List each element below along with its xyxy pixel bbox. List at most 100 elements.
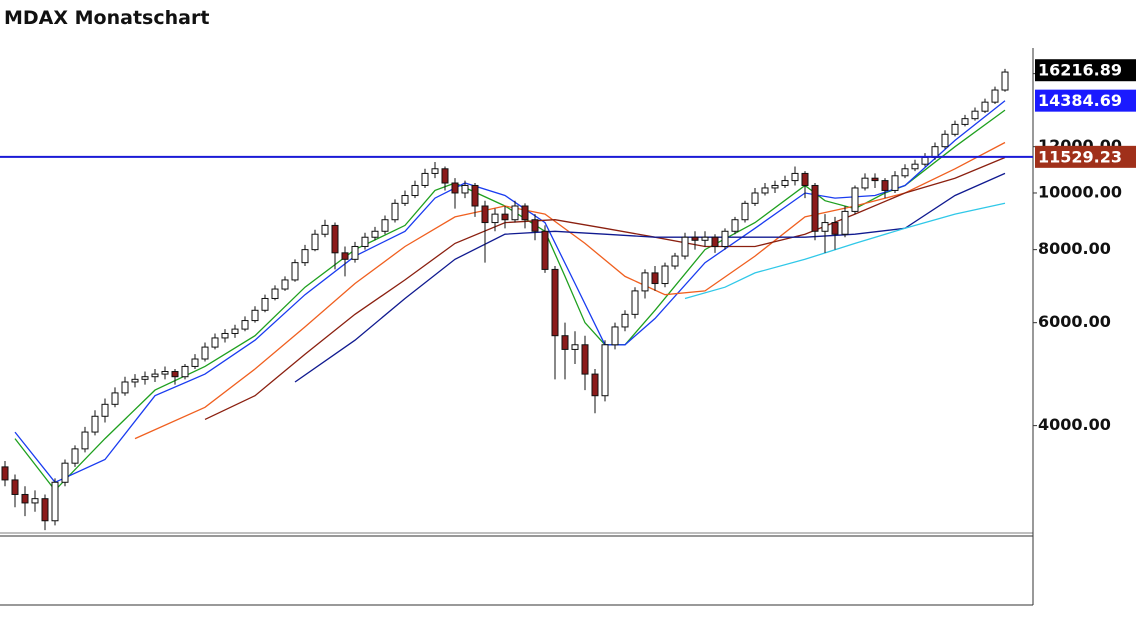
candle-body (731, 219, 739, 232)
candle-body (271, 288, 279, 299)
candle-body (101, 403, 109, 417)
price-label-box (1035, 145, 1136, 168)
candle-body (321, 224, 329, 235)
candle-body (121, 381, 129, 394)
candle-body (981, 101, 989, 112)
candle-body (721, 230, 729, 247)
price-label-box (1035, 59, 1136, 82)
candle-body (231, 328, 239, 334)
price-label: 11529.23 (1038, 147, 1122, 166)
candle-body (791, 172, 799, 182)
price-label-box (1035, 89, 1136, 112)
candle-body (131, 378, 139, 383)
candle-body (91, 415, 99, 433)
candle-body (961, 118, 969, 125)
candle-body (841, 210, 849, 235)
candle-body (291, 262, 299, 281)
candle-body (141, 376, 149, 380)
candle-body (821, 222, 829, 232)
candle-body (601, 344, 609, 397)
candle-body (781, 180, 789, 186)
candle-body (881, 180, 889, 191)
candle-body (971, 110, 979, 120)
candle-body (591, 373, 599, 397)
candle-body (861, 177, 869, 189)
candle-body (951, 123, 959, 135)
candle-body (551, 268, 559, 337)
candle-body (31, 498, 39, 504)
candle-body (381, 219, 389, 232)
candle-body (851, 187, 859, 212)
candle-body (561, 335, 569, 350)
candle-body (431, 168, 439, 174)
candle-body (761, 187, 769, 194)
candle-body (211, 337, 219, 348)
candle-body (251, 309, 259, 322)
candle-body (361, 236, 369, 247)
candle-body (631, 290, 639, 315)
candle-body (221, 332, 229, 339)
candle-body (901, 168, 909, 177)
candle-body (661, 265, 669, 285)
candle-body (331, 224, 339, 254)
candle-body (151, 373, 159, 378)
candle-body (11, 479, 19, 495)
candle-body (371, 230, 379, 238)
candle-body (621, 313, 629, 328)
candle-body (201, 346, 209, 360)
candle-body (911, 163, 919, 170)
y-tick-label: 4000.00 (1038, 415, 1111, 434)
moving-average-line (14, 100, 1006, 484)
candle-body (411, 184, 419, 197)
price-label: 14384.69 (1038, 91, 1122, 110)
candle-body (481, 205, 489, 224)
y-tick-label: 8000.00 (1038, 239, 1111, 258)
candle-body (501, 213, 509, 221)
candle-body (831, 222, 839, 235)
candle-body (541, 230, 549, 270)
candle-body (741, 202, 749, 221)
candle-body (571, 344, 579, 350)
candle-body (491, 213, 499, 224)
candle-body (711, 236, 719, 247)
candle-body (111, 392, 119, 405)
price-label: 16216.89 (1038, 61, 1122, 80)
candle-body (1, 466, 9, 481)
candle-body (871, 177, 879, 182)
candle-body (751, 192, 759, 204)
candle-body (1001, 71, 1009, 91)
candle-body (81, 431, 89, 450)
y-tick-label: 10000.00 (1038, 182, 1122, 201)
candle-body (701, 236, 709, 241)
candle-body (671, 255, 679, 267)
candle-body (451, 182, 459, 194)
candle-body (811, 184, 819, 232)
candle-body (161, 371, 169, 375)
candle-body (471, 184, 479, 207)
candle-body (511, 205, 519, 221)
candle-body (991, 89, 999, 103)
candle-body (351, 245, 359, 260)
candle-body (581, 344, 589, 375)
candle-body (71, 448, 79, 464)
moving-average-line (294, 172, 1006, 383)
chart-title: MDAX Monatschart (4, 7, 209, 29)
candle-body (651, 272, 659, 285)
moving-average-line (684, 202, 1006, 300)
candle-body (261, 297, 269, 311)
candle-body (391, 202, 399, 221)
moving-average-line (204, 156, 1006, 420)
candle-body (641, 272, 649, 292)
candle-body (891, 175, 899, 191)
candle-body (41, 498, 49, 522)
candle-body (771, 184, 779, 189)
candle-body (611, 326, 619, 346)
candle-body (191, 358, 199, 367)
candle-body (281, 279, 289, 290)
candle-body (311, 233, 319, 251)
candle-body (421, 172, 429, 186)
candle-body (341, 252, 349, 260)
candle-body (531, 219, 539, 232)
candle-body (171, 371, 179, 378)
candle-body (61, 462, 69, 483)
